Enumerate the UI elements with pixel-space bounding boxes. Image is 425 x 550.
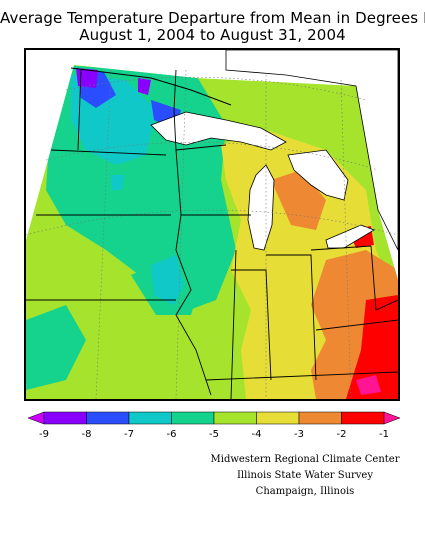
credit-line: Champaign, Illinois [255, 486, 355, 497]
credit-line: Midwestern Regional Climate Center [210, 454, 400, 465]
legend-bin [128, 411, 172, 425]
zone-purple-2 [138, 78, 151, 95]
map-date-range: August 1, 2004 to August 31, 2004 [79, 26, 346, 44]
zone-cyan-center [151, 255, 184, 305]
legend-bin [43, 411, 87, 425]
state-boundary [173, 69, 212, 396]
state-boundary [175, 144, 227, 151]
legend-tick-label: -4 [252, 429, 262, 440]
legend-tick-label: -8 [82, 429, 92, 440]
zone-cyan-small [111, 175, 124, 190]
graticule-line [175, 69, 187, 399]
legend-tick-label: -6 [167, 429, 177, 440]
color-legend: -9 -8 -7 -6 -5 -4 -3 -2 -1 [28, 411, 400, 440]
legend-bin [86, 411, 130, 425]
state-boundary [231, 269, 272, 381]
legend-tick-label: -9 [39, 429, 49, 440]
zone-magenta [356, 375, 381, 395]
legend-arrow-low [28, 411, 45, 425]
lake-erie [325, 224, 375, 249]
zone-red-se [346, 295, 398, 399]
us-canada-border [70, 67, 232, 106]
legend-tick-label: -2 [337, 429, 347, 440]
state-boundary [370, 245, 398, 311]
zone-purple [76, 68, 98, 88]
canada-region [225, 50, 398, 251]
lake-huron [287, 149, 349, 201]
legend-bin [341, 411, 385, 425]
state-boundary [315, 319, 398, 331]
legend-bin [213, 411, 257, 425]
graticule-line [26, 209, 398, 236]
legend-bin [298, 411, 342, 425]
graticule-line [95, 69, 112, 399]
zone-teal-sw [26, 305, 86, 390]
credit-line: Illinois State Water Survey [236, 470, 373, 481]
legend-bin [171, 411, 215, 425]
legend-tick-label: -5 [209, 429, 219, 440]
lake-superior [150, 111, 287, 151]
state-boundary [77, 69, 82, 151]
lake-michigan [247, 164, 275, 251]
legend-tick-label: -1 [379, 429, 389, 440]
legend-tick-label: -3 [294, 429, 304, 440]
graticule-line [65, 76, 367, 101]
state-boundary [205, 371, 398, 381]
state-boundary [230, 249, 237, 399]
legend-arrow-high [383, 411, 400, 425]
map-title: Average Temperature Departure from Mean … [0, 9, 425, 27]
graticule-line [45, 141, 379, 171]
legend-bin [256, 411, 300, 425]
state-boundary [310, 245, 372, 251]
temperature-departure-map [24, 48, 400, 401]
state-boundary [50, 149, 167, 156]
legend-tick-label: -7 [124, 429, 134, 440]
state-boundary [266, 254, 317, 381]
graticule-line [340, 79, 352, 399]
